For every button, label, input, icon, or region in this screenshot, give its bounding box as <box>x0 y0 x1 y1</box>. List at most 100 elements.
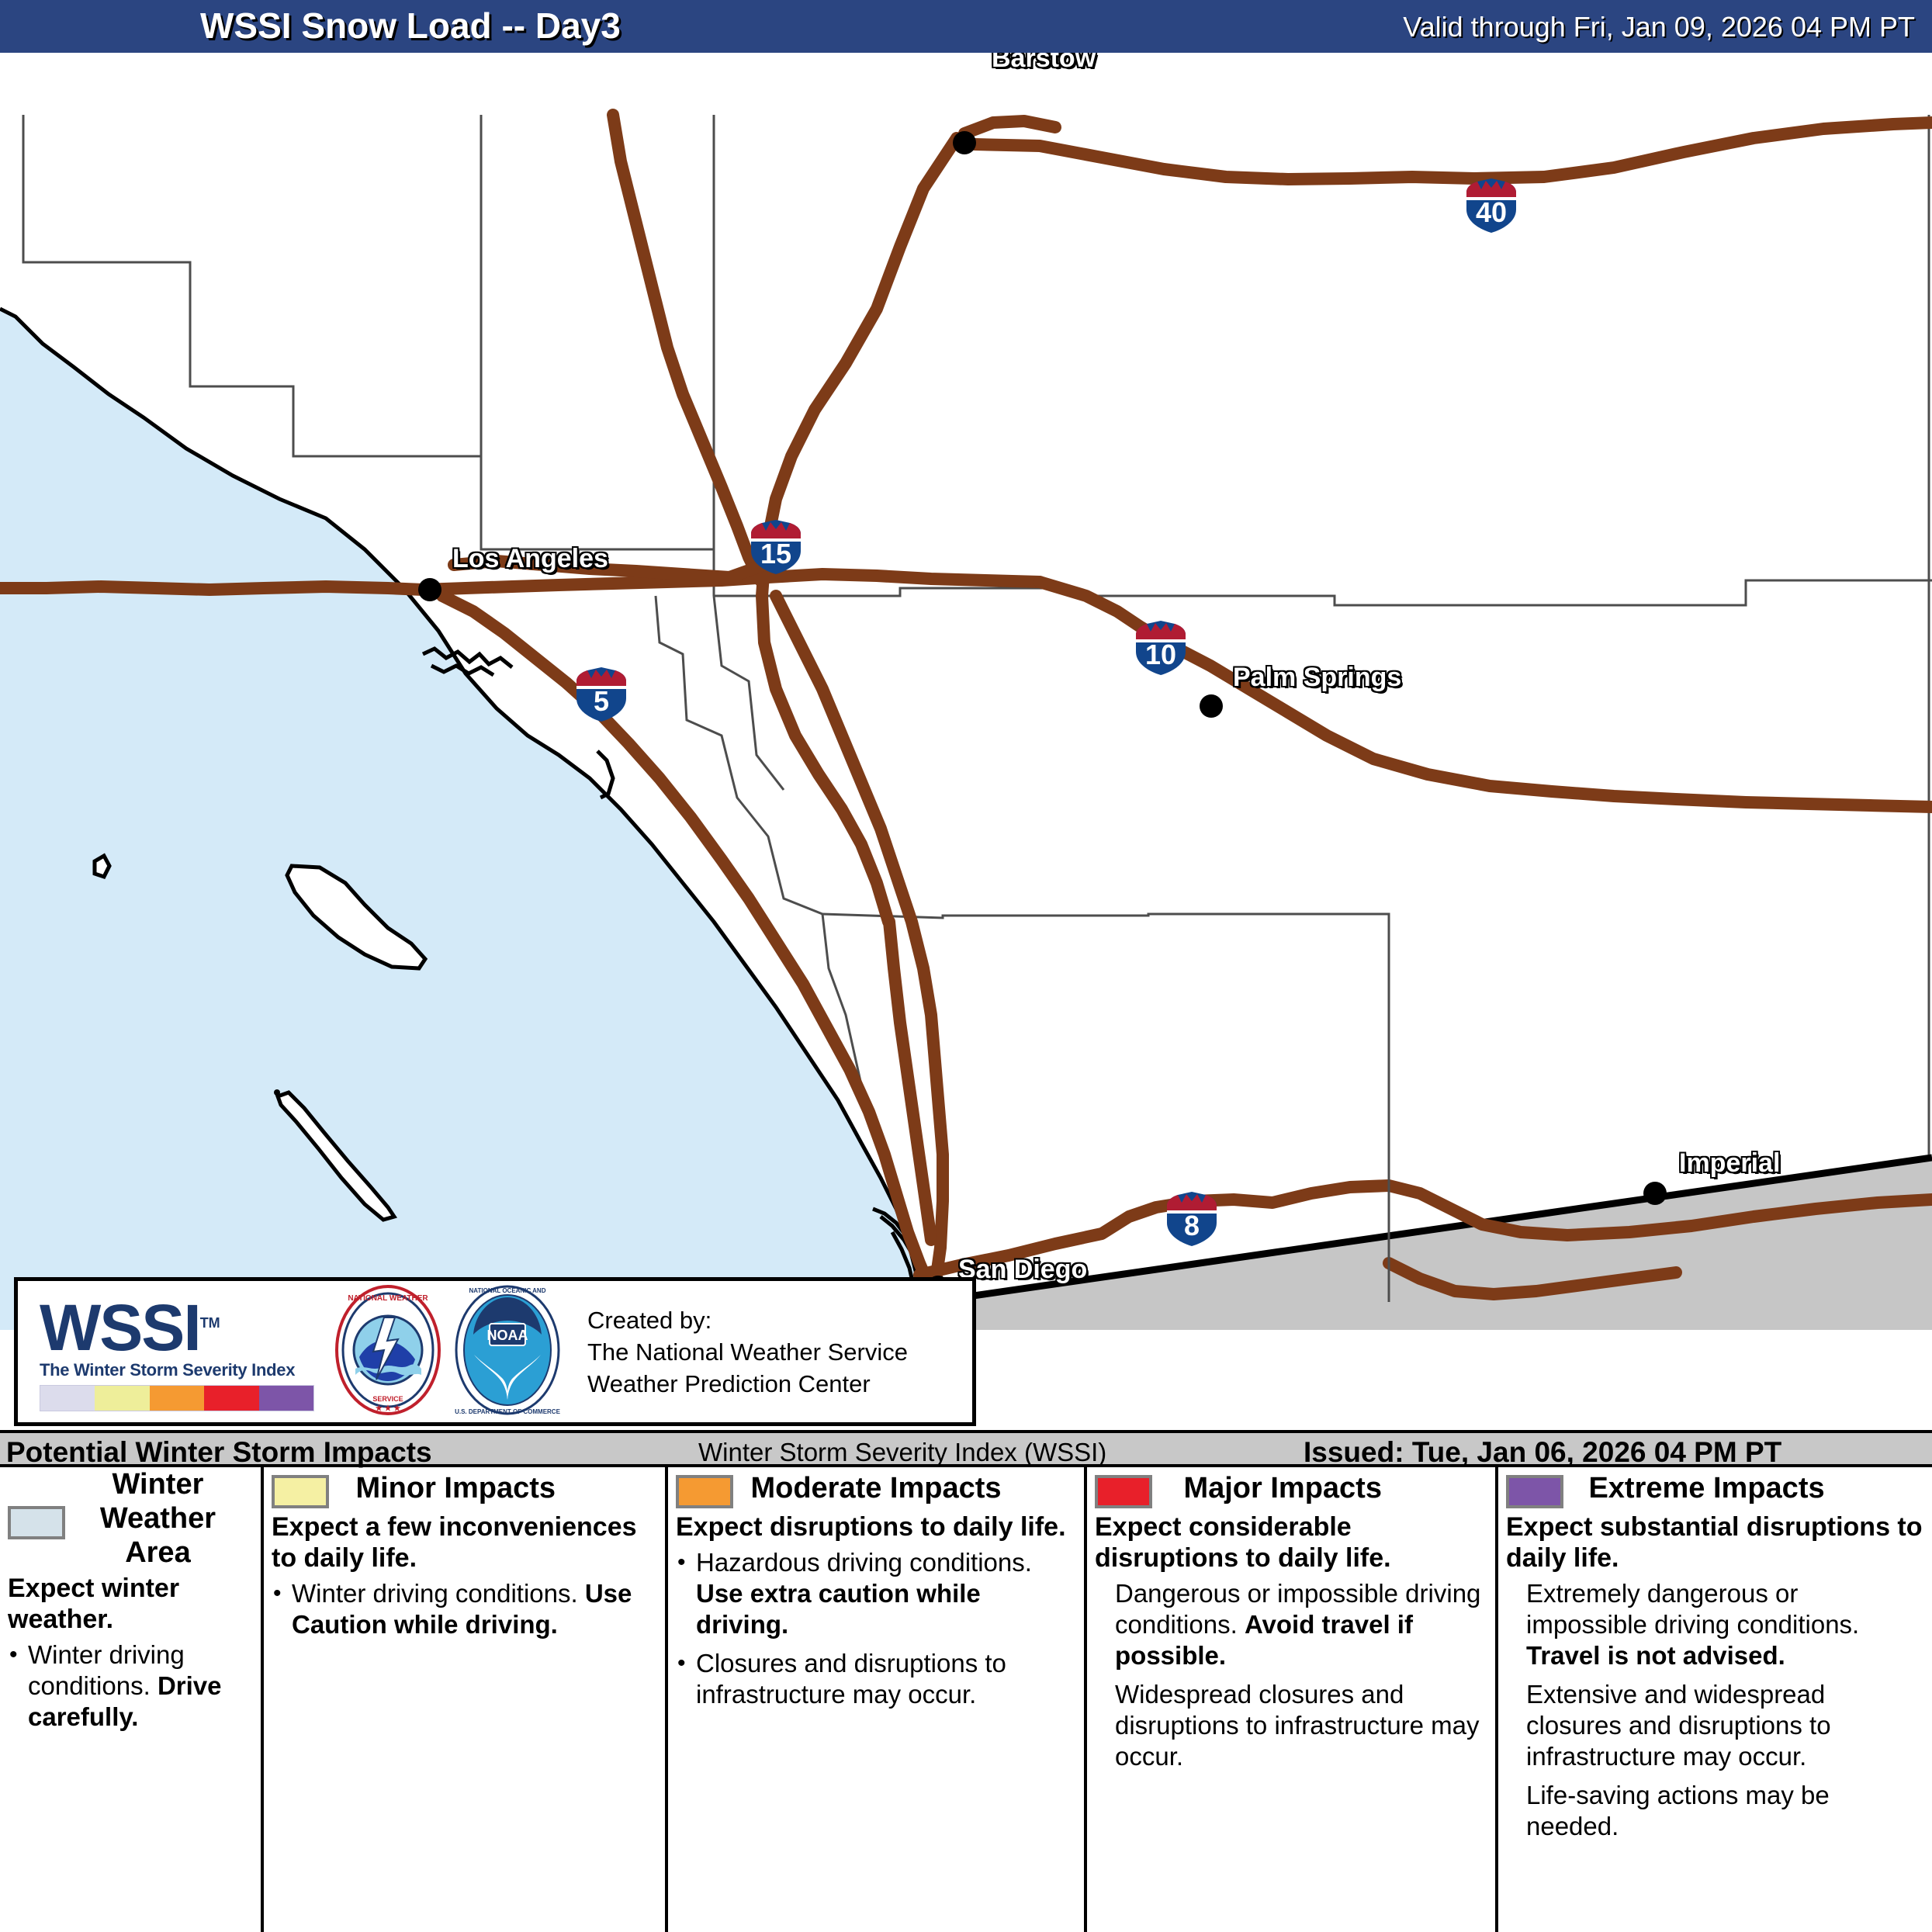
route-i5-south <box>436 590 937 1297</box>
city-dot-palm-springs[interactable] <box>1200 694 1223 718</box>
legend-lead-major-impacts: Expect considerable disruptions to daily… <box>1095 1512 1391 1573</box>
noaa-seal: NOAA NATIONAL OCEANIC AND U.S. DEPARTMEN… <box>449 1283 566 1421</box>
legend-lead-winter-weather-area: Expect winter weather. <box>8 1574 180 1634</box>
route-north-of-la <box>607 109 767 587</box>
legend-swatch-major-impacts <box>1095 1475 1152 1508</box>
legend-swatch-extreme-impacts <box>1506 1475 1563 1508</box>
island-dot <box>274 1089 280 1096</box>
impacts-title-bar: Potential Winter Storm Impacts Winter St… <box>0 1430 1932 1468</box>
bullet-text-plain: Extensive and widespread closures and di… <box>1526 1680 1831 1771</box>
legend-column-major-impacts[interactable]: Major Impacts Expect considerable disrup… <box>1087 1467 1498 1932</box>
wssi-wordmark-text: WSSI <box>40 1291 202 1364</box>
shield-glyph-10 <box>1136 621 1186 675</box>
route-la-to-ne <box>448 555 770 583</box>
la-harbor-detail <box>421 646 514 669</box>
interstate-shield-8[interactable]: 8 <box>1162 1190 1221 1249</box>
bullet-text-plain: Winter driving conditions. <box>28 1640 185 1700</box>
legend-bullets-major-impacts: Dangerous or impossible driving conditio… <box>1095 1578 1489 1772</box>
wssi-wordmark: WSSITM <box>40 1292 330 1360</box>
issued-label: Issued: Tue, Jan 06, 2026 04 PM PT <box>1304 1436 1782 1468</box>
colorbar-swatch-major <box>204 1386 259 1411</box>
svg-text:NOAA: NOAA <box>487 1328 528 1343</box>
city-dot-imperial[interactable] <box>1643 1182 1667 1205</box>
bullet-text-plain: Closures and disruptions to infrastructu… <box>696 1649 1006 1709</box>
legend-bullets-minor-impacts: Winter driving conditions. Use Caution w… <box>272 1578 659 1640</box>
map-vector-layer <box>0 53 1932 1430</box>
legend-lead-minor-impacts: Expect a few inconveniences to daily lif… <box>272 1512 637 1573</box>
route-barstow-branch <box>958 115 1061 140</box>
interstate-shield-40[interactable]: 40 <box>1462 177 1521 236</box>
bullet-text-plain: Winter driving conditions. <box>292 1579 585 1608</box>
legend-lead-moderate-impacts: Expect disruptions to daily life. <box>676 1512 1066 1542</box>
legend-column-minor-impacts[interactable]: Minor Impacts Expect a few inconvenience… <box>264 1467 668 1932</box>
bullet-text-plain: Life-saving actions may be needed. <box>1526 1781 1830 1840</box>
route-imperial-branch <box>1383 1257 1682 1300</box>
wssi-tagline: The Winter Storm Severity Index <box>40 1360 296 1380</box>
legend-bullet: Widespread closures and disruptions to i… <box>1095 1679 1489 1772</box>
svg-text:★ ★ ★: ★ ★ ★ <box>376 1404 400 1413</box>
interstate-shield-15[interactable]: 15 <box>746 518 805 577</box>
wssi-subtitle-label: Winter Storm Severity Index (WSSI) <box>698 1438 1107 1466</box>
ocean-polygon <box>0 309 919 1330</box>
shield-number-40: 40 <box>1475 196 1508 228</box>
shield-number-5: 5 <box>593 685 610 717</box>
city-dot-barstow[interactable] <box>953 131 976 154</box>
bullet-text-bold: Use extra caution while driving. <box>696 1579 981 1639</box>
shield-glyph-40 <box>1466 178 1516 233</box>
legend-bullet: Extremely dangerous or impossible drivin… <box>1506 1578 1926 1671</box>
created-by-label: Created by: <box>587 1306 712 1334</box>
route-i8 <box>913 1179 1932 1281</box>
legend-title-minor-impacts: Minor Impacts <box>355 1471 556 1504</box>
wssi-severity-colorbar <box>40 1385 314 1411</box>
city-dot-los-angeles[interactable] <box>418 578 441 601</box>
interstate-shield-10[interactable]: 10 <box>1131 619 1190 678</box>
legend-bullet: Life-saving actions may be needed. <box>1506 1780 1926 1842</box>
coastline <box>0 306 922 1330</box>
island-small-1 <box>92 853 112 880</box>
shield-glyph-5 <box>576 667 626 722</box>
us-mexico-border <box>919 1154 1932 1307</box>
page-title: WSSI Snow Load -- Day3 <box>200 5 621 46</box>
legend-title-winter-weather-area: Winter Weather Area <box>99 1468 216 1569</box>
shield-number-10: 10 <box>1144 639 1177 670</box>
bullet-text-bold: Avoid travel if possible. <box>1115 1610 1413 1670</box>
page-header: WSSI Snow Load -- Day3 Valid through Fri… <box>0 0 1932 53</box>
interstate-shield-5[interactable]: 5 <box>572 666 631 725</box>
island-san-clemente <box>275 1090 397 1222</box>
legend-lead-extreme-impacts: Expect substantial disruptions to daily … <box>1506 1512 1923 1573</box>
legend-column-extreme-impacts[interactable]: Extreme Impacts Expect substantial disru… <box>1498 1467 1932 1932</box>
bullet-text-plain: Widespread closures and disruptions to i… <box>1115 1680 1480 1771</box>
svg-text:U.S. DEPARTMENT OF COMMERCE: U.S. DEPARTMENT OF COMMERCE <box>455 1408 561 1415</box>
wssi-credits-box: WSSITM The Winter Storm Severity Index N… <box>14 1277 976 1426</box>
legend-bullet: Hazardous driving conditions. Use extra … <box>676 1547 1078 1640</box>
valid-through-text: Valid through Fri, Jan 09, 2026 04 PM PT <box>1403 11 1915 43</box>
legend-bullet: Winter driving conditions. Drive careful… <box>8 1639 254 1733</box>
route-i10-west <box>0 568 1046 596</box>
island-santa-catalina <box>285 864 428 971</box>
highways <box>0 109 1932 1378</box>
legend-column-moderate-impacts[interactable]: Moderate Impacts Expect disruptions to d… <box>668 1467 1087 1932</box>
route-i40 <box>968 116 1932 185</box>
legend-column-winter-weather-area[interactable]: Winter Weather Area Expect winter weathe… <box>0 1467 264 1932</box>
weather-map[interactable]: Barstow Los Angeles Palm Springs San Die… <box>0 53 1932 1430</box>
bullet-text-plain: Extremely dangerous or impossible drivin… <box>1526 1579 1860 1639</box>
legend-bullet: Dangerous or impossible driving conditio… <box>1095 1578 1489 1671</box>
route-coastal-sd <box>883 916 937 1246</box>
shield-number-15: 15 <box>760 538 792 570</box>
legend-bullets-extreme-impacts: Extremely dangerous or impossible drivin… <box>1506 1578 1926 1842</box>
legend-bullets-moderate-impacts: Hazardous driving conditions. Use extra … <box>676 1547 1078 1710</box>
colorbar-swatch-extreme <box>258 1386 314 1411</box>
route-i15-south <box>770 590 949 1293</box>
shield-glyph-15 <box>751 520 801 574</box>
bullet-text-bold: Use Caution while driving. <box>292 1579 632 1639</box>
legend-bullets-winter-weather-area: Winter driving conditions. Drive careful… <box>8 1639 254 1733</box>
created-by-block: Created by: The National Weather Service… <box>587 1304 908 1400</box>
shield-number-8: 8 <box>1183 1210 1200 1241</box>
national-weather-service-seal: NATIONAL WEATHER ★ ★ ★ SERVICE <box>330 1283 446 1421</box>
legend-title-moderate-impacts: Moderate Impacts <box>750 1471 1002 1504</box>
legend-swatch-moderate-impacts <box>676 1475 733 1508</box>
newport-inlet <box>596 750 615 800</box>
mexico-region <box>919 1158 1932 1330</box>
colorbar-swatch-winter-weather-area <box>40 1386 95 1411</box>
